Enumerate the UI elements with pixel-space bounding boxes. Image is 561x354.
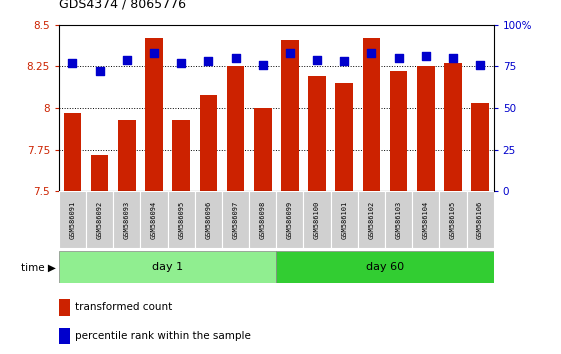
Bar (227, 67, 245, 191)
Text: GDS4374 / 8065776: GDS4374 / 8065776 (59, 0, 186, 11)
Point (312, 57, 321, 63)
Bar (59, 327, 70, 344)
Point (394, 55, 403, 61)
Bar (276, 191, 304, 248)
Bar (358, 191, 385, 248)
Bar (254, 108, 272, 191)
Bar (140, 191, 168, 248)
Text: GSM586092: GSM586092 (96, 200, 103, 239)
Bar (222, 191, 249, 248)
Text: transformed count: transformed count (75, 302, 173, 312)
Bar (335, 83, 353, 191)
Text: GSM586096: GSM586096 (205, 200, 211, 239)
Text: GSM586102: GSM586102 (369, 200, 374, 239)
Point (122, 57, 131, 63)
Bar (330, 191, 358, 248)
Point (258, 62, 267, 68)
Text: GSM586093: GSM586093 (124, 200, 130, 239)
Text: GSM586094: GSM586094 (151, 200, 157, 239)
Bar (195, 191, 222, 248)
Bar (385, 191, 412, 248)
Bar (304, 191, 330, 248)
Bar (172, 120, 190, 191)
Bar (249, 191, 276, 248)
Bar (145, 38, 163, 191)
Bar (417, 67, 435, 191)
Bar (362, 38, 380, 191)
Point (231, 55, 240, 61)
Point (204, 58, 213, 64)
Point (367, 50, 376, 56)
Bar (168, 191, 195, 248)
Text: GSM586099: GSM586099 (287, 200, 293, 239)
Text: GSM586091: GSM586091 (70, 200, 76, 239)
Bar (86, 191, 113, 248)
Bar (281, 40, 298, 191)
Bar (276, 251, 494, 283)
Bar (59, 251, 276, 283)
Bar (412, 191, 439, 248)
Bar (308, 76, 326, 191)
Text: GSM586105: GSM586105 (450, 200, 456, 239)
Text: GSM586100: GSM586100 (314, 200, 320, 239)
Point (286, 50, 295, 56)
Point (448, 55, 457, 61)
Bar (200, 95, 217, 191)
Point (421, 53, 430, 59)
Bar (63, 113, 81, 191)
Point (476, 62, 485, 68)
Bar (444, 63, 462, 191)
Point (177, 60, 186, 66)
Text: day 1: day 1 (152, 262, 183, 272)
Bar (59, 299, 70, 315)
Bar (113, 191, 140, 248)
Bar (390, 72, 407, 191)
Bar (471, 103, 489, 191)
Bar (439, 191, 467, 248)
Text: GSM586106: GSM586106 (477, 200, 483, 239)
Bar (59, 191, 86, 248)
Text: GSM586098: GSM586098 (260, 200, 266, 239)
Text: day 60: day 60 (366, 262, 404, 272)
Point (68, 60, 77, 66)
Bar (118, 120, 136, 191)
Text: GSM586095: GSM586095 (178, 200, 184, 239)
Text: GSM586097: GSM586097 (232, 200, 238, 239)
Text: GSM586104: GSM586104 (423, 200, 429, 239)
Text: time ▶: time ▶ (21, 262, 56, 272)
Text: percentile rank within the sample: percentile rank within the sample (75, 331, 251, 341)
Text: GSM586103: GSM586103 (396, 200, 402, 239)
Point (95, 69, 104, 74)
Text: GSM586101: GSM586101 (341, 200, 347, 239)
Bar (91, 155, 108, 191)
Point (340, 58, 349, 64)
Bar (467, 191, 494, 248)
Point (150, 50, 159, 56)
